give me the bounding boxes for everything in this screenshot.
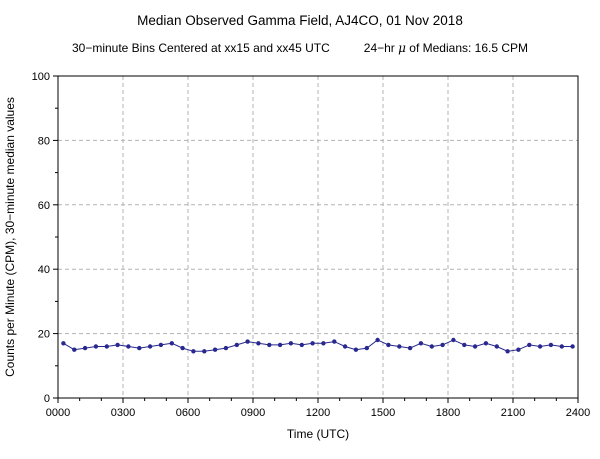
subtitle-mean-text: 24−hr μ of Medians: 16.5 CPM [363, 41, 529, 55]
svg-text:1500: 1500 [371, 407, 395, 419]
svg-text:40: 40 [38, 264, 50, 276]
svg-text:100: 100 [32, 71, 50, 83]
mu-symbol: μ [398, 41, 406, 55]
chart-area: 0000 0300 0600 0900 1200 1500 1800 2100 2400 0 20 4… [0, 60, 600, 459]
svg-text:0900: 0900 [241, 407, 265, 419]
svg-text:0300: 0300 [111, 407, 135, 419]
chart-title: Median Observed Gamma Field, AJ4CO, 01 N… [137, 13, 463, 28]
chart-header: Median Observed Gamma Field, AJ4CO, 01 N… [0, 0, 600, 60]
svg-text:0: 0 [44, 393, 50, 405]
svg-text:20: 20 [38, 329, 50, 341]
svg-text:2400: 2400 [566, 407, 590, 419]
subtitle-bins-text: 30−minute Bins Centered at xx15 and xx45… [71, 41, 330, 55]
gamma-chart-svg: 0000 0300 0600 0900 1200 1500 1800 2100 2400 0 20 4… [3, 71, 590, 441]
svg-text:Counts per Minute (CPM), 30−mi: Counts per Minute (CPM), 30−minute media… [3, 97, 17, 377]
svg-text:0600: 0600 [176, 407, 200, 419]
svg-text:Time (UTC): Time (UTC) [287, 427, 349, 441]
svg-text:60: 60 [38, 200, 50, 212]
svg-text:2100: 2100 [501, 407, 525, 419]
svg-text:1200: 1200 [306, 407, 330, 419]
svg-text:80: 80 [38, 135, 50, 147]
svg-text:1800: 1800 [436, 407, 460, 419]
svg-text:0000: 0000 [46, 407, 70, 419]
chart-subtitle: 30−minute Bins Centered at xx15 and xx45… [0, 41, 600, 55]
